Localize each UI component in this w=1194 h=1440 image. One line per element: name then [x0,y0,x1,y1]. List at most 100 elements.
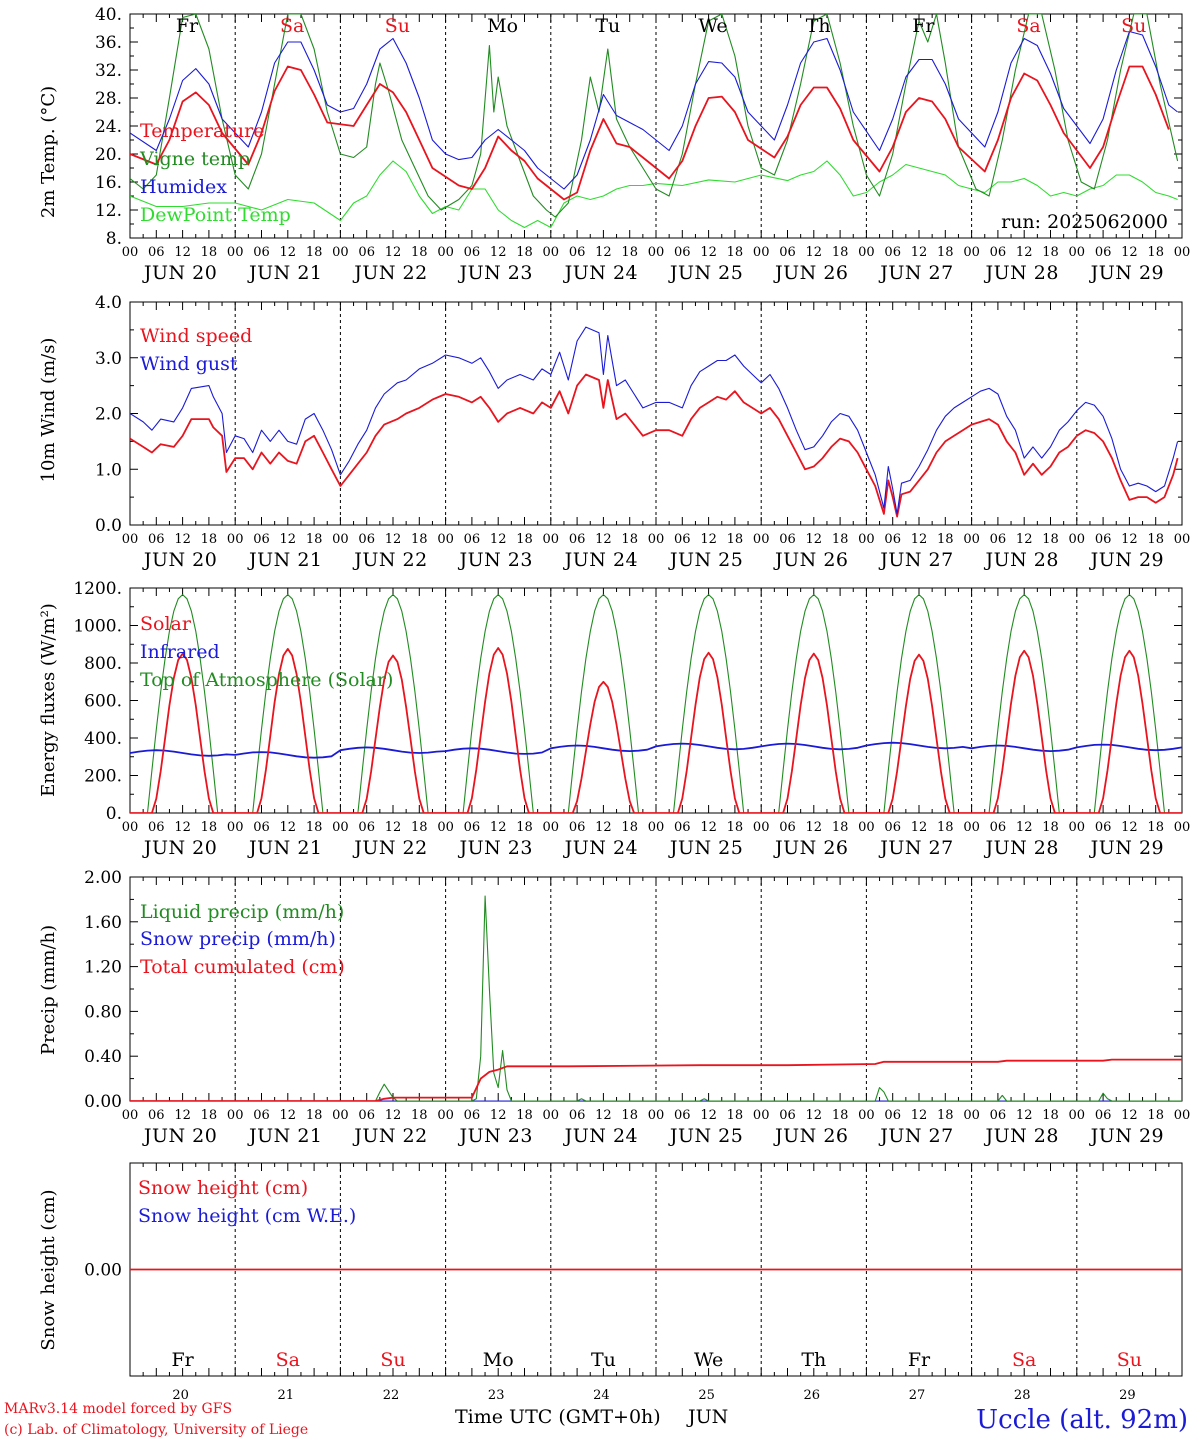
hour-tick-label: 00 [1069,532,1086,547]
legend-entry: Snow height (cm W.E.) [138,1205,356,1227]
hour-tick-label: 18 [306,1108,323,1123]
date-label: JUN 21 [247,549,322,571]
hour-tick-label: 00 [753,532,770,547]
hour-tick-label: 12 [1121,1108,1138,1123]
hour-tick-label: 12 [700,532,717,547]
series-line-dewpoint-temp [130,160,1178,229]
day-number-label: 22 [383,1388,400,1403]
plot-frame [129,301,1183,526]
hour-tick-label: 18 [1147,532,1164,547]
hour-tick-label: 12 [385,245,402,260]
hour-tick-label: 00 [543,245,560,260]
hour-tick-label: 18 [411,532,428,547]
y-tick-label: 16. [95,173,122,193]
hour-tick-label: 18 [937,1108,954,1123]
hour-tick-label: 18 [516,532,533,547]
day-number-label: 26 [804,1388,821,1403]
legend-entry: Snow height (cm) [138,1177,308,1199]
station-label: Uccle (alt. 92m) [976,1405,1188,1435]
y-tick-label: 0.00 [84,1092,122,1112]
hour-tick-label: 00 [753,820,770,835]
hour-tick-label: 18 [1042,820,1059,835]
hour-tick-label: 12 [700,245,717,260]
hour-tick-label: 12 [280,245,297,260]
hour-tick-label: 12 [280,1108,297,1123]
hour-tick-label: 06 [674,820,691,835]
hour-tick-label: 12 [911,532,928,547]
hour-tick-label: 06 [674,1108,691,1123]
hour-tick-label: 18 [727,532,744,547]
y-axis-label: 10m Wind (m/s) [38,338,59,483]
legend-entry: Snow precip (mm/h) [140,928,336,950]
y-axis-label: Snow height (cm) [38,1189,59,1350]
hour-tick-label: 12 [280,532,297,547]
hour-tick-label: 06 [253,820,270,835]
hour-tick-label: 00 [648,1108,665,1123]
series-line-wind-speed [130,373,1179,518]
hour-tick-label: 00 [648,245,665,260]
hour-tick-label: 18 [516,820,533,835]
hour-tick-label: 18 [306,245,323,260]
weekday-label: Mo [487,15,518,37]
hour-tick-label: 06 [148,532,165,547]
hour-tick-label: 06 [148,1108,165,1123]
hour-tick-label: 00 [1174,1108,1191,1123]
hour-tick-label: 00 [1069,245,1086,260]
hour-tick-label: 12 [385,820,402,835]
date-label: JUN 22 [352,262,427,284]
hour-tick-label: 00 [122,1108,139,1123]
date-label: JUN 22 [352,837,427,859]
hour-tick-label: 06 [1095,1108,1112,1123]
hour-tick-label: 18 [937,532,954,547]
hour-tick-label: 18 [201,532,218,547]
hour-tick-label: 12 [806,1108,823,1123]
hour-tick-label: 12 [490,245,507,260]
hour-tick-label: 18 [937,820,954,835]
date-label: JUN 21 [247,262,322,284]
hour-tick-label: 06 [779,532,796,547]
y-axis-label: 2m Temp. (°C) [38,86,59,218]
hour-tick-label: 12 [490,820,507,835]
hour-tick-label: 18 [516,1108,533,1123]
hour-tick-label: 00 [332,820,349,835]
hour-tick-label: 06 [148,820,165,835]
legend-entry: Wind gust [140,353,238,375]
hour-tick-label: 00 [332,245,349,260]
y-tick-label: 1.60 [84,913,122,933]
day-number-label: 24 [593,1388,610,1403]
hour-tick-label: 00 [753,1108,770,1123]
hour-tick-label: 06 [569,820,586,835]
weekday-label: Mo [483,1349,514,1371]
hour-tick-label: 00 [963,532,980,547]
date-label: JUN 22 [352,1125,427,1147]
hour-tick-label: 00 [858,245,875,260]
y-tick-label: 4.0 [95,293,122,313]
y-tick-label: 800. [84,654,122,674]
legend-entry: Humidex [140,176,227,198]
hour-tick-label: 18 [1147,245,1164,260]
hour-tick-label: 00 [648,532,665,547]
legend-entry: Wind speed [140,325,252,347]
date-label: JUN 27 [878,837,953,859]
series-group [130,14,1179,229]
hour-tick-label: 06 [674,532,691,547]
series-line-infrared [130,741,1182,759]
hour-tick-label: 18 [727,1108,744,1123]
hour-tick-label: 18 [832,245,849,260]
hour-tick-label: 12 [700,820,717,835]
y-axis-label: Precip (mm/h) [38,925,59,1055]
date-label: JUN 25 [668,262,743,284]
hour-tick-label: 12 [1121,532,1138,547]
hour-tick-label: 18 [201,820,218,835]
hour-tick-label: 06 [884,245,901,260]
hour-tick-label: 00 [332,1108,349,1123]
weekday-label: Su [380,1349,405,1371]
hour-tick-label: 00 [122,245,139,260]
hour-tick-label: 18 [306,532,323,547]
y-tick-label: 1.20 [84,958,122,978]
date-label: JUN 26 [773,1125,848,1147]
hour-tick-label: 18 [1147,1108,1164,1123]
hour-tick-label: 18 [201,245,218,260]
hour-tick-label: 00 [437,820,454,835]
weekday-label: Fr [176,15,199,37]
